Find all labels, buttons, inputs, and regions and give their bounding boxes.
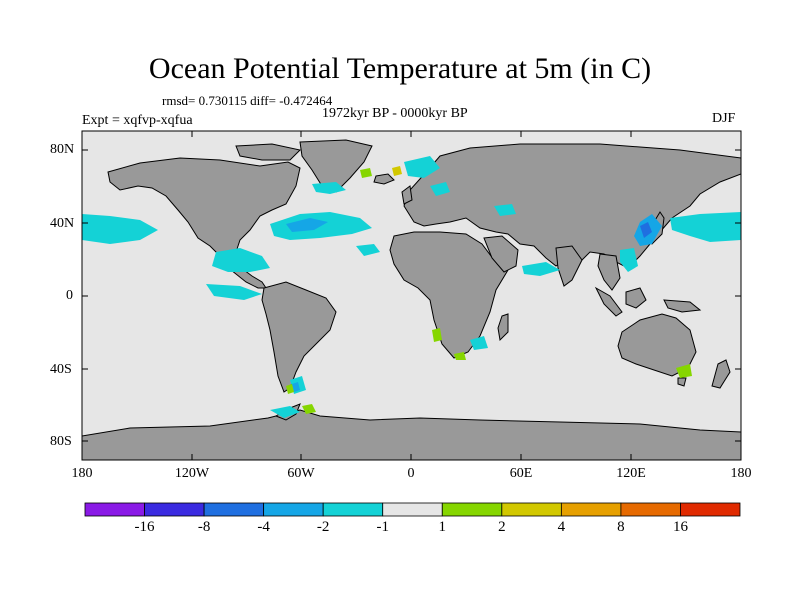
map-title: Ocean Potential Temperature at 5m (in C)	[148, 52, 652, 85]
british-isles	[401, 185, 413, 205]
north-america	[107, 157, 301, 263]
season-label: DJF	[712, 111, 736, 126]
lat-label-0: 0	[66, 288, 73, 303]
anomaly-nordic-warm	[360, 168, 372, 178]
colorbar-swatch	[144, 502, 205, 517]
anomaly-nordic-warmer	[392, 166, 402, 176]
anomaly-east-pacific-tropics	[206, 284, 262, 300]
colorbar-tick-label: 1	[438, 519, 447, 535]
anomaly-gulf-stream-core	[286, 218, 328, 232]
new-guinea	[663, 299, 702, 313]
lat-label-80n: 80N	[50, 142, 75, 157]
colorbar	[84, 502, 741, 517]
lat-label-80s: 80S	[50, 434, 72, 449]
colorbar-tick-label: 8	[617, 519, 625, 535]
anomaly-japan-sea	[640, 222, 652, 238]
anomaly-north-pacific-east	[82, 214, 158, 244]
colorbar-swatch	[263, 502, 324, 517]
anomaly-north-atlantic-subpolar	[430, 182, 450, 196]
colorbar-swatch	[501, 502, 562, 517]
eurasia	[403, 143, 741, 269]
anomaly-north-pacific-west	[670, 212, 741, 242]
colorbar-swatch	[620, 502, 681, 517]
period-label: 1972kyr BP - 0000kyr BP	[322, 106, 468, 121]
lon-label-180w: 180	[71, 466, 93, 481]
lon-label-180e: 180	[730, 466, 752, 481]
axis-ticks	[82, 131, 741, 460]
lon-label-0: 0	[407, 466, 415, 481]
anomaly-southern-ocean	[470, 336, 488, 350]
anomaly-antarctic-warm	[302, 404, 316, 414]
anomaly-benguela	[432, 328, 442, 342]
antarctica	[82, 409, 741, 460]
lon-label-120e: 120E	[616, 466, 646, 481]
colorbar-tick-label: -2	[316, 519, 330, 535]
madagascar	[497, 313, 509, 342]
colorbar-swatch	[441, 502, 503, 517]
new-zealand	[711, 359, 731, 389]
lon-label-60w: 60W	[287, 466, 315, 481]
arabian-peninsula	[483, 235, 519, 273]
iceland	[373, 173, 395, 185]
colorbar-tick-label: -4	[257, 519, 270, 535]
lon-label-60e: 60E	[509, 466, 533, 481]
lon-label-120w: 120W	[174, 466, 210, 481]
colorbar-tick-label: -16	[134, 519, 155, 535]
lat-label-40s: 40S	[50, 362, 72, 377]
colorbar-swatch	[382, 502, 443, 517]
colorbar-swatch	[322, 502, 384, 517]
anomaly-weddell	[270, 406, 300, 418]
colorbar-swatch	[680, 502, 741, 517]
indochina	[597, 253, 621, 291]
colorbar-tick-label: 16	[672, 519, 688, 535]
arctic-archipelago	[235, 143, 302, 161]
colorbar-tick-label: -1	[376, 519, 389, 535]
colorbar-swatch	[203, 502, 265, 517]
map-area	[82, 131, 741, 460]
anomaly-south-africa	[454, 352, 466, 360]
anomaly-norwegian-sea	[404, 156, 440, 178]
statistics-text: rmsd= 0.730115 diff= -0.472464	[162, 93, 333, 108]
colorbar-tick-label: 2	[498, 519, 506, 535]
anomaly-east-australia	[676, 364, 692, 378]
colorbar-swatch	[560, 502, 622, 517]
tasmania	[677, 377, 687, 387]
borneo	[625, 287, 647, 309]
india	[555, 245, 583, 287]
anomaly-caribbean	[212, 248, 270, 272]
temperature-anomalies	[82, 156, 741, 418]
anomaly-west-pacific	[620, 248, 638, 272]
anomaly-patagonia-core	[292, 382, 300, 392]
colorbar-tick-label: 4	[557, 519, 566, 535]
anomaly-labrador	[312, 182, 346, 194]
colorbar-tick-label: -8	[197, 519, 211, 535]
sumatra	[594, 286, 623, 317]
land-masses	[82, 139, 741, 460]
anomaly-indian-ocean-north	[522, 262, 560, 276]
lat-label-40n: 40N	[50, 216, 75, 231]
anomaly-falklands	[286, 384, 294, 394]
south-america	[261, 281, 337, 393]
greenland	[299, 139, 373, 193]
anomaly-south-atlantic	[356, 244, 380, 256]
anomaly-mediterranean	[494, 204, 516, 216]
experiment-label: Expt = xqfvp-xqfua	[82, 113, 193, 128]
colorbar-swatch	[84, 502, 145, 517]
